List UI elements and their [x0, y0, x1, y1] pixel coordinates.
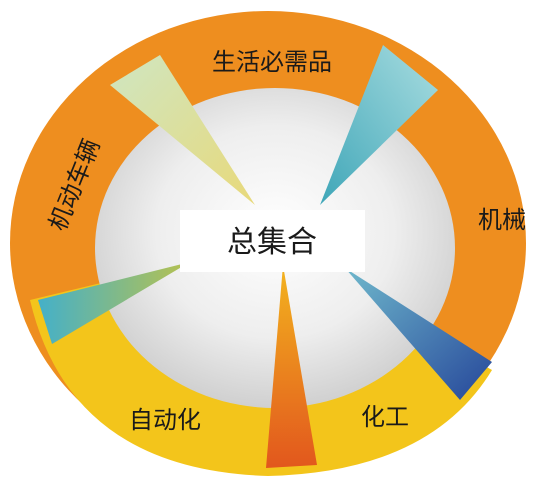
label-automation: 自动化 — [129, 406, 201, 434]
label-machinery: 机械 — [478, 206, 526, 234]
wedge-machinery — [320, 45, 438, 205]
wedge-automation — [266, 265, 317, 468]
center-box — [180, 210, 365, 272]
center-label: 总集合 — [227, 225, 317, 260]
wedge-daily-necessities — [110, 55, 255, 205]
label-daily-necessities: 生活必需品 — [212, 48, 332, 76]
label-chemical: 化工 — [361, 403, 409, 431]
wedge-chemical — [345, 268, 492, 400]
wedge-motor-vehicles — [38, 262, 190, 344]
